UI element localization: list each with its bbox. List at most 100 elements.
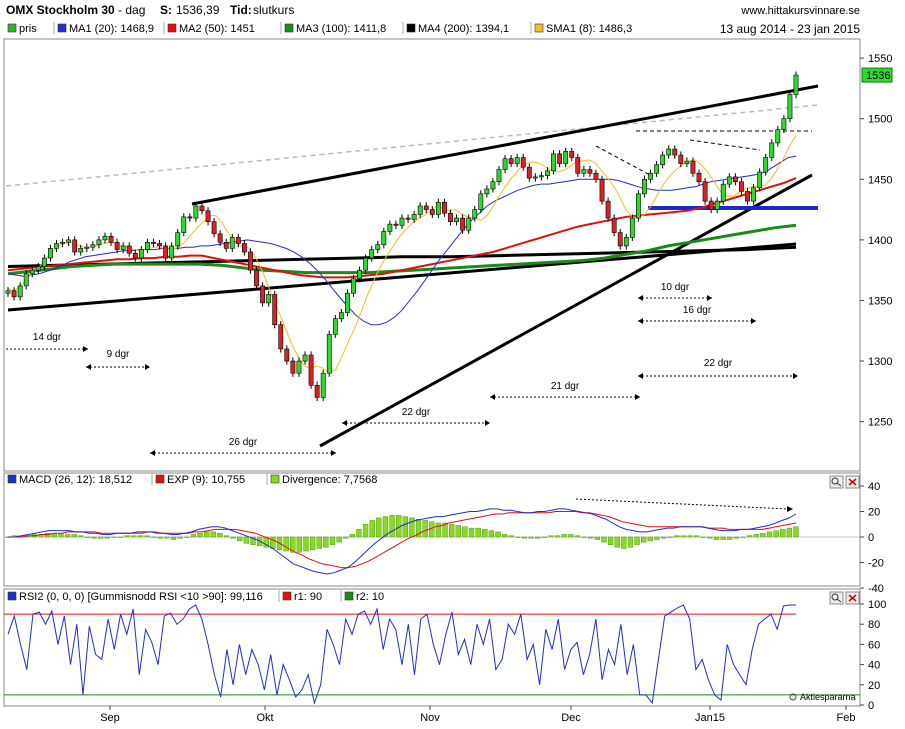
divergence-bar <box>376 517 382 538</box>
candle-body <box>745 191 750 202</box>
candle-body <box>726 176 732 185</box>
candle-body <box>617 232 623 247</box>
macd-tick-label: 40 <box>868 481 880 493</box>
chart-interval: - dag <box>118 3 145 17</box>
divergence-bar <box>528 536 534 539</box>
macd-line <box>8 508 797 575</box>
candle-body <box>41 257 47 267</box>
magnifier-icon-handle <box>836 598 842 603</box>
divergence-bar <box>700 536 706 538</box>
candle-body <box>48 248 53 259</box>
candle-body <box>569 151 575 158</box>
candle-body <box>520 157 526 168</box>
rsi-tick-label: 80 <box>868 619 880 631</box>
candle-body <box>435 202 441 215</box>
candle-body <box>417 205 423 215</box>
price-tick-label: 1400 <box>868 235 892 247</box>
dashed-pattern-line <box>689 139 761 151</box>
last-price-badge-label: 1536 <box>866 70 890 82</box>
macd-tick-label: -20 <box>868 558 884 570</box>
arrow-head-icon <box>86 364 91 370</box>
divergence-bar <box>515 536 521 538</box>
candle-body <box>223 242 229 249</box>
time-tick-label: Nov <box>420 712 440 724</box>
close-icon[interactable] <box>845 475 860 489</box>
candle-body <box>429 209 435 215</box>
legend-swatch <box>534 23 544 33</box>
divergence-bar <box>541 536 548 538</box>
candle-body <box>278 324 284 350</box>
candle-body <box>739 181 744 192</box>
divergence-bar <box>362 524 369 538</box>
divergence-bar <box>594 536 601 540</box>
watermark-icon <box>789 693 797 701</box>
price-tick-label: 1450 <box>868 174 892 186</box>
candle-body <box>484 188 490 195</box>
divergence-bar <box>508 535 514 538</box>
candle-body <box>642 178 647 195</box>
candle-body <box>654 164 659 174</box>
divergence-bar <box>462 526 468 538</box>
candle-body <box>272 294 278 326</box>
price-tick-label: 1500 <box>868 114 892 126</box>
divergence-bar <box>607 536 614 545</box>
candle-body <box>787 94 793 120</box>
candle-body <box>757 171 763 189</box>
candle-body <box>769 142 775 158</box>
divergence-bar <box>250 536 256 545</box>
legend-swatch <box>167 23 177 33</box>
arrow-head-icon <box>638 295 643 301</box>
divergence-bar <box>727 536 733 540</box>
candle-body <box>563 151 569 164</box>
divergence-bar <box>137 535 144 538</box>
candle-body <box>545 170 550 176</box>
time-tick-label: Feb <box>837 712 856 724</box>
arrow-head-icon <box>342 420 347 426</box>
close-icon[interactable] <box>845 591 860 605</box>
candle-body <box>11 290 17 298</box>
divergence-bar <box>336 536 342 543</box>
candle-body <box>145 242 150 250</box>
duration-label: 10 dgr <box>661 282 690 293</box>
candle-body <box>290 360 296 374</box>
divergence-bar <box>720 536 726 540</box>
candle-body <box>751 187 756 202</box>
candle-body <box>732 176 738 183</box>
divergence-bar <box>157 536 163 539</box>
divergence-bar <box>455 525 461 538</box>
candle-body <box>5 290 11 294</box>
s-value: 1536,39 <box>176 3 220 17</box>
divergence-bar <box>91 536 97 539</box>
magnifier-icon[interactable] <box>829 591 844 605</box>
divergence-bar <box>283 536 289 552</box>
date-range: 13 aug 2014 - 23 jan 2015 <box>720 22 860 36</box>
candle-body <box>96 239 102 246</box>
divergence-bar <box>117 536 124 538</box>
candle-body <box>266 294 272 304</box>
legend-swatch <box>406 23 416 33</box>
candle-body <box>235 237 241 244</box>
candle-body <box>332 318 338 335</box>
legend-swatch <box>155 474 165 484</box>
close-icon-cross <box>848 478 857 486</box>
divergence-bar <box>488 530 495 538</box>
candle-body <box>629 217 635 238</box>
candle-body <box>684 160 690 164</box>
divergence-bar <box>217 532 223 538</box>
candle-body <box>478 193 484 210</box>
divergence-bar <box>654 536 660 540</box>
magnifier-icon[interactable] <box>829 475 844 489</box>
candle-body <box>551 153 556 172</box>
magnifier-icon-lens <box>831 593 839 601</box>
divergence-bar <box>223 535 230 538</box>
rising-support-trendline <box>319 173 813 448</box>
site-url: www.hittakursvinnare.se <box>740 5 860 17</box>
rsi-line <box>7 604 796 705</box>
candle-body <box>448 212 453 223</box>
price-tick-label: 1300 <box>868 356 892 368</box>
arrow-head-icon <box>793 373 798 379</box>
arrow-head-icon <box>485 420 490 426</box>
rsi-tick-label: 100 <box>868 599 886 611</box>
divergence-bar <box>641 536 647 543</box>
rsi-axis: 100 80 60 40 20 0 <box>860 599 886 712</box>
